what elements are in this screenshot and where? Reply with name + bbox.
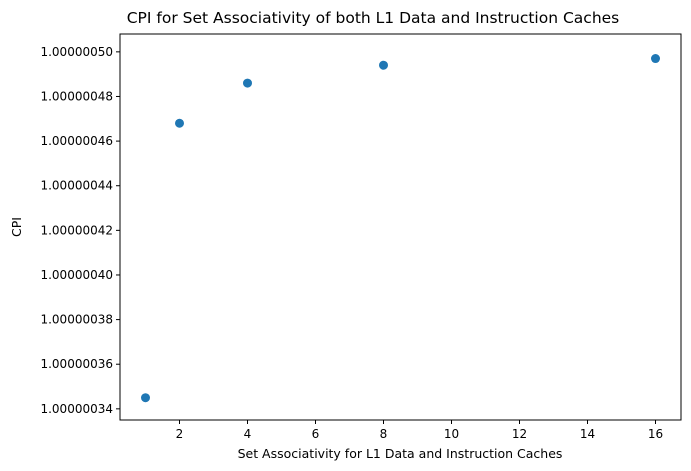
y-tick-label: 1.00000036 [40,357,113,371]
x-ticks: 2 4 6 8 10 12 14 16 [176,420,663,441]
y-tick-label: 1.00000040 [40,268,113,282]
data-point [379,60,388,70]
x-axis-label: Set Associativity for L1 Data and Instru… [238,446,563,461]
chart-title: CPI for Set Associativity of both L1 Dat… [127,9,620,27]
data-point [141,393,150,403]
y-tick-label: 1.00000046 [40,134,113,148]
data-point [175,118,184,128]
x-tick-label: 2 [176,427,184,441]
x-tick-label: 4 [244,427,252,441]
x-tick-label: 6 [312,427,320,441]
y-tick-label: 1.00000048 [40,89,113,103]
y-axis-label: CPI [9,217,24,237]
y-ticks: 1.00000034 1.00000036 1.00000038 1.00000040… [40,45,120,416]
data-points [141,54,660,403]
x-tick-label: 10 [444,427,459,441]
x-tick-label: 14 [580,427,595,441]
y-tick-label: 1.00000038 [40,313,113,327]
y-tick-label: 1.00000044 [40,179,113,193]
plot-frame [119,33,682,421]
x-tick-label: 8 [380,427,388,441]
y-tick-label: 1.00000050 [40,45,113,59]
x-tick-label: 12 [512,427,527,441]
y-tick-label: 1.00000042 [40,223,113,237]
y-tick-label: 1.00000034 [40,402,113,416]
data-point [243,78,252,88]
data-point [651,54,660,64]
x-tick-label: 16 [648,427,663,441]
